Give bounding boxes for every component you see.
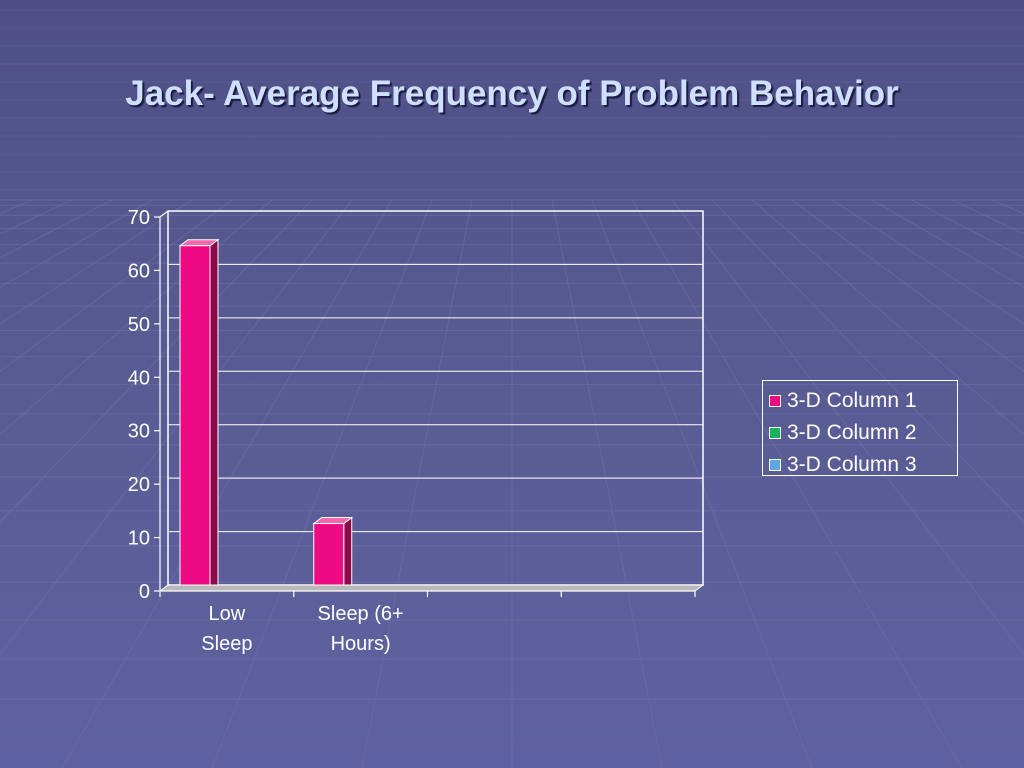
plot-area-frame (167, 210, 704, 586)
y-tick-label: 40 (128, 367, 150, 389)
bar-2 (312, 516, 354, 586)
bar-side (209, 238, 219, 586)
chart-floor (158, 584, 705, 592)
legend-label-series-3: 3-D Column 3 (787, 453, 917, 476)
y-tick-label: 0 (139, 581, 150, 603)
legend-swatch-series-1 (769, 395, 781, 407)
bar-1 (178, 238, 220, 586)
bg-grid-line (0, 199, 193, 325)
chart-legend: 3-D Column 1 3-D Column 2 3-D Column 3 (762, 380, 958, 476)
bg-grid-line (61, 199, 393, 768)
bg-grid-line (631, 199, 963, 768)
bg-grid-line (671, 199, 1024, 656)
slide-title: Jack- Average Frequency of Problem Behav… (125, 74, 899, 113)
bar-front (313, 523, 345, 586)
y-tick-label: 60 (128, 260, 150, 282)
bg-grid-line (551, 199, 663, 768)
bg-grid-line (211, 199, 433, 768)
bg-grid-line (591, 199, 813, 768)
y-tick-label: 10 (128, 528, 150, 550)
bg-grid-line (361, 199, 473, 768)
bar-side (343, 516, 353, 586)
y-tick-label: 30 (128, 421, 150, 443)
legend-swatch-series-3 (769, 459, 781, 471)
legend-item-series-1: 3-D Column 1 (769, 385, 957, 417)
x-category-label: Low (209, 603, 246, 625)
legend-item-series-2: 3-D Column 2 (769, 417, 957, 449)
bg-grid-line (0, 199, 353, 656)
y-tick-label: 70 (128, 207, 150, 229)
y-axis-depth (159, 210, 169, 218)
y-tick-label: 50 (128, 314, 150, 336)
bar-front (179, 245, 211, 586)
bg-grid-line (831, 199, 1024, 325)
x-category-label: Sleep (201, 633, 252, 655)
legend-swatch-series-2 (769, 427, 781, 439)
bg-grid-line (751, 199, 1024, 435)
bg-grid-line (0, 199, 233, 372)
x-category-label: Hours) (331, 633, 391, 655)
bg-grid-line (0, 199, 273, 435)
bg-grid-line (791, 199, 1024, 372)
legend-label-series-1: 3-D Column 1 (787, 389, 917, 412)
legend-item-series-3: 3-D Column 3 (769, 449, 957, 481)
bg-grid-line (711, 199, 1024, 524)
legend-label-series-2: 3-D Column 2 (787, 421, 917, 444)
bg-grid-line (0, 199, 313, 524)
x-category-label: Sleep (6+ (318, 603, 404, 625)
y-tick-label: 20 (128, 474, 150, 496)
